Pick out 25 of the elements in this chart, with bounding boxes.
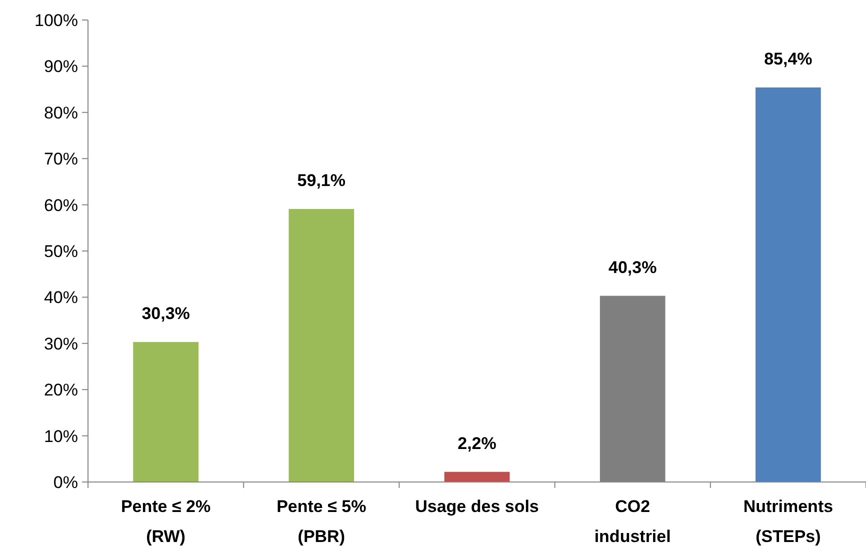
bar xyxy=(756,87,821,482)
x-tick-label: Usage des sols xyxy=(415,497,539,516)
bar xyxy=(444,472,510,482)
data-label: 30,3% xyxy=(142,304,190,324)
data-label: 2,2% xyxy=(458,434,496,453)
y-tick-label: 70% xyxy=(44,150,78,169)
data-label: 85,4% xyxy=(764,49,812,68)
y-tick-label: 20% xyxy=(44,380,78,400)
data-label: 59,1% xyxy=(297,170,346,190)
bar xyxy=(133,342,198,482)
bar xyxy=(288,208,354,482)
y-tick-label: 80% xyxy=(44,103,78,122)
y-tick-label: 90% xyxy=(44,57,78,76)
y-tick-label: 50% xyxy=(44,242,78,261)
y-tick-label: 10% xyxy=(44,426,78,446)
x-tick-label: Nutriments (STEPs) xyxy=(743,497,834,546)
x-tick-label: Pente ≤ 2% (RW) xyxy=(120,497,211,546)
x-tick-label: Pente ≤ 5% (PBR) xyxy=(276,497,366,546)
y-tick-label: 60% xyxy=(44,196,78,215)
y-tick-label: 100% xyxy=(34,10,78,30)
y-tick-label: 30% xyxy=(44,334,78,354)
data-label: 40,3% xyxy=(608,258,657,277)
x-tick-label: CO2 industriel xyxy=(594,497,671,546)
y-tick-label: 0% xyxy=(53,472,78,492)
y-tick-label: 40% xyxy=(44,288,78,308)
